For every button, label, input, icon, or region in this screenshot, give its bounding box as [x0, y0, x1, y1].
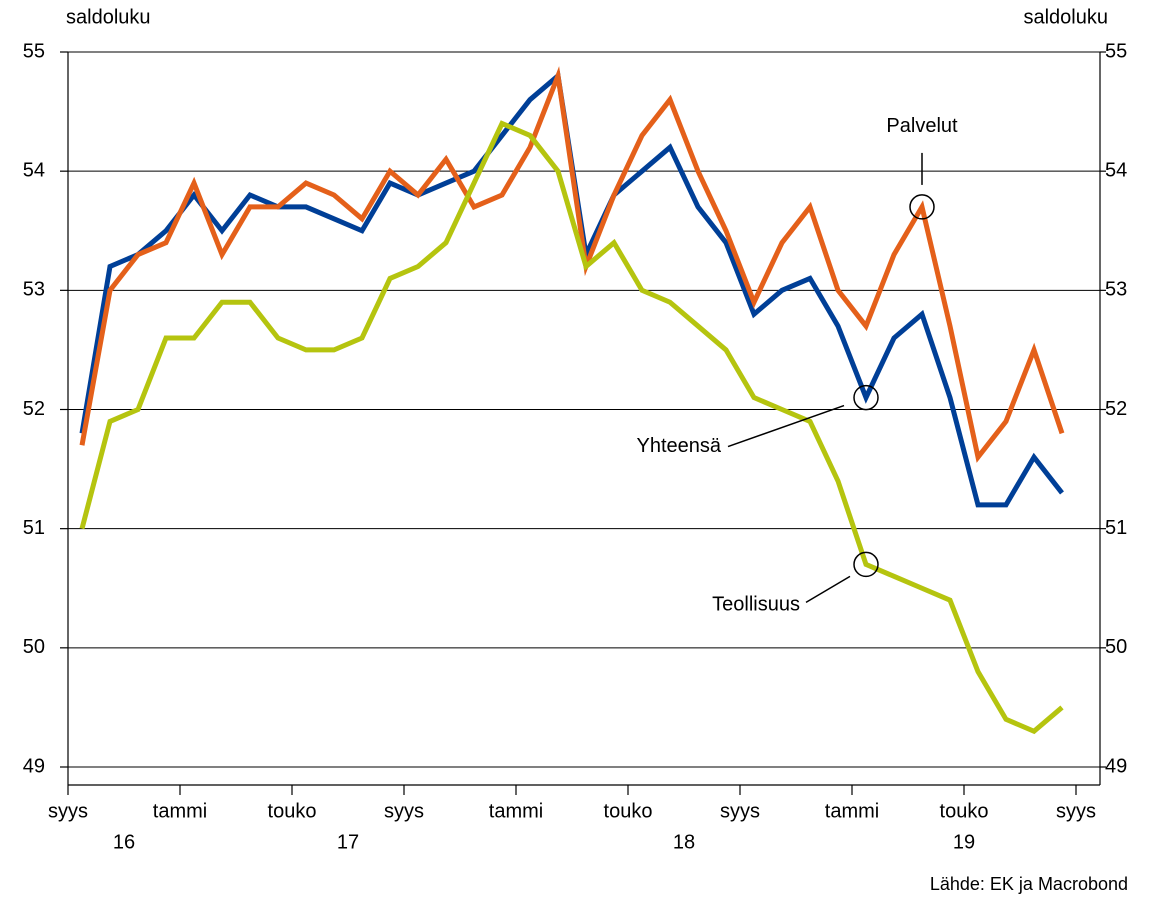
x-tick-label: syys: [1056, 800, 1096, 822]
annotation-leader: [727, 404, 845, 448]
y-tick-label: 55: [23, 40, 45, 62]
x-tick-label: syys: [720, 800, 760, 822]
annotation-leader: [805, 575, 851, 604]
source: Lähde: EK ja Macrobond: [930, 874, 1128, 894]
y2-tick-label: 50: [1105, 636, 1127, 658]
x-tick-label: touko: [604, 800, 653, 822]
annotation-circle: [853, 551, 879, 578]
y-axis-label: saldoluku: [66, 6, 151, 28]
annotation-label: Teollisuus: [712, 594, 800, 616]
y-tick-label: 49: [23, 755, 45, 777]
x-tick-label: tammi: [489, 800, 543, 822]
x-tick-label: syys: [384, 800, 424, 822]
year-label: 16: [113, 831, 135, 853]
y2-tick-label: 49: [1105, 755, 1127, 777]
year-label: 18: [673, 831, 695, 853]
x-tick-label: syys: [48, 800, 88, 822]
y-tick-label: 51: [23, 517, 45, 539]
y-tick-label: 52: [23, 398, 45, 420]
y-tick-label: 50: [23, 636, 45, 658]
year-label: 19: [953, 831, 975, 853]
y2-axis-label: saldoluku: [1023, 6, 1108, 28]
series-line: [79, 120, 1064, 735]
annotation-circle: [909, 194, 935, 220]
x-tick-label: tammi: [825, 800, 879, 822]
annotation-circle: [853, 384, 879, 411]
annotation-label: Palvelut: [886, 115, 958, 137]
x-tick-label: touko: [940, 800, 989, 822]
y-tick-label: 53: [23, 279, 45, 301]
year-label: 17: [337, 831, 359, 853]
annotation-label: Yhteensä: [636, 435, 721, 457]
y2-tick-label: 52: [1105, 398, 1127, 420]
y2-tick-label: 51: [1105, 517, 1127, 539]
x-tick-label: touko: [268, 800, 317, 822]
x-tick-label: tammi: [153, 800, 207, 822]
series-line: [79, 66, 1065, 463]
y2-tick-label: 53: [1105, 279, 1127, 301]
y-tick-label: 54: [23, 159, 45, 181]
y2-tick-label: 54: [1105, 159, 1127, 181]
y2-tick-label: 55: [1105, 40, 1127, 62]
